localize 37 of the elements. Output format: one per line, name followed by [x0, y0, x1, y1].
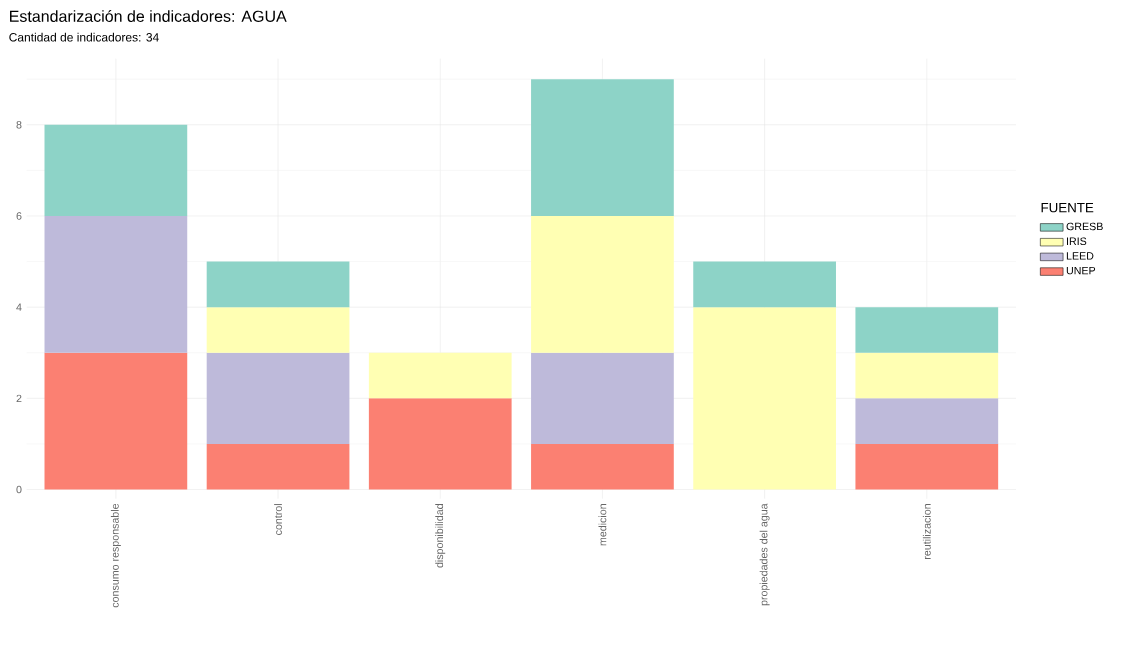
legend-title: FUENTE: [1041, 203, 1094, 213]
bar: [855, 307, 999, 353]
x-tick-label: consumo responsable: [110, 503, 121, 608]
bar: [855, 443, 999, 490]
y-tick-label: 2: [16, 394, 22, 403]
bar: [531, 352, 674, 444]
bar: [206, 352, 350, 444]
bar: [206, 261, 350, 308]
x-tick-label: propiedades del agua: [759, 503, 770, 606]
bar: [693, 261, 836, 308]
chart-title: Estandarización de indicadores: AGUA: [10, 10, 287, 22]
legend-label: LEED: [1066, 252, 1094, 260]
x-tick-label: control: [274, 504, 282, 535]
bar: [44, 124, 188, 216]
legend-label: IRIS: [1067, 237, 1087, 245]
bar: [368, 352, 512, 399]
chart-subtitle: Cantidad de indicadores: 34: [9, 32, 159, 42]
bar: [531, 443, 674, 490]
bar: [531, 79, 674, 216]
legend-label: UNEP: [1066, 266, 1096, 275]
bar: [855, 352, 999, 399]
y-tick-label: 0: [16, 485, 22, 494]
bar: [44, 215, 188, 353]
bar: [44, 352, 188, 490]
bar: [693, 307, 836, 490]
y-tick-label: 6: [16, 212, 22, 220]
x-tick-label: medicion: [598, 504, 607, 546]
bar: [531, 215, 674, 353]
y-tick-label: 8: [16, 121, 22, 129]
x-tick-label: disponibilidad: [435, 504, 446, 568]
bar: [206, 307, 350, 353]
y-tick-label: 4: [16, 303, 22, 311]
legend-label: GRESB: [1066, 222, 1103, 231]
x-tick-label: reutilizacion: [922, 504, 931, 559]
bar: [855, 398, 999, 444]
bar: [206, 443, 350, 490]
bar: [368, 398, 512, 490]
